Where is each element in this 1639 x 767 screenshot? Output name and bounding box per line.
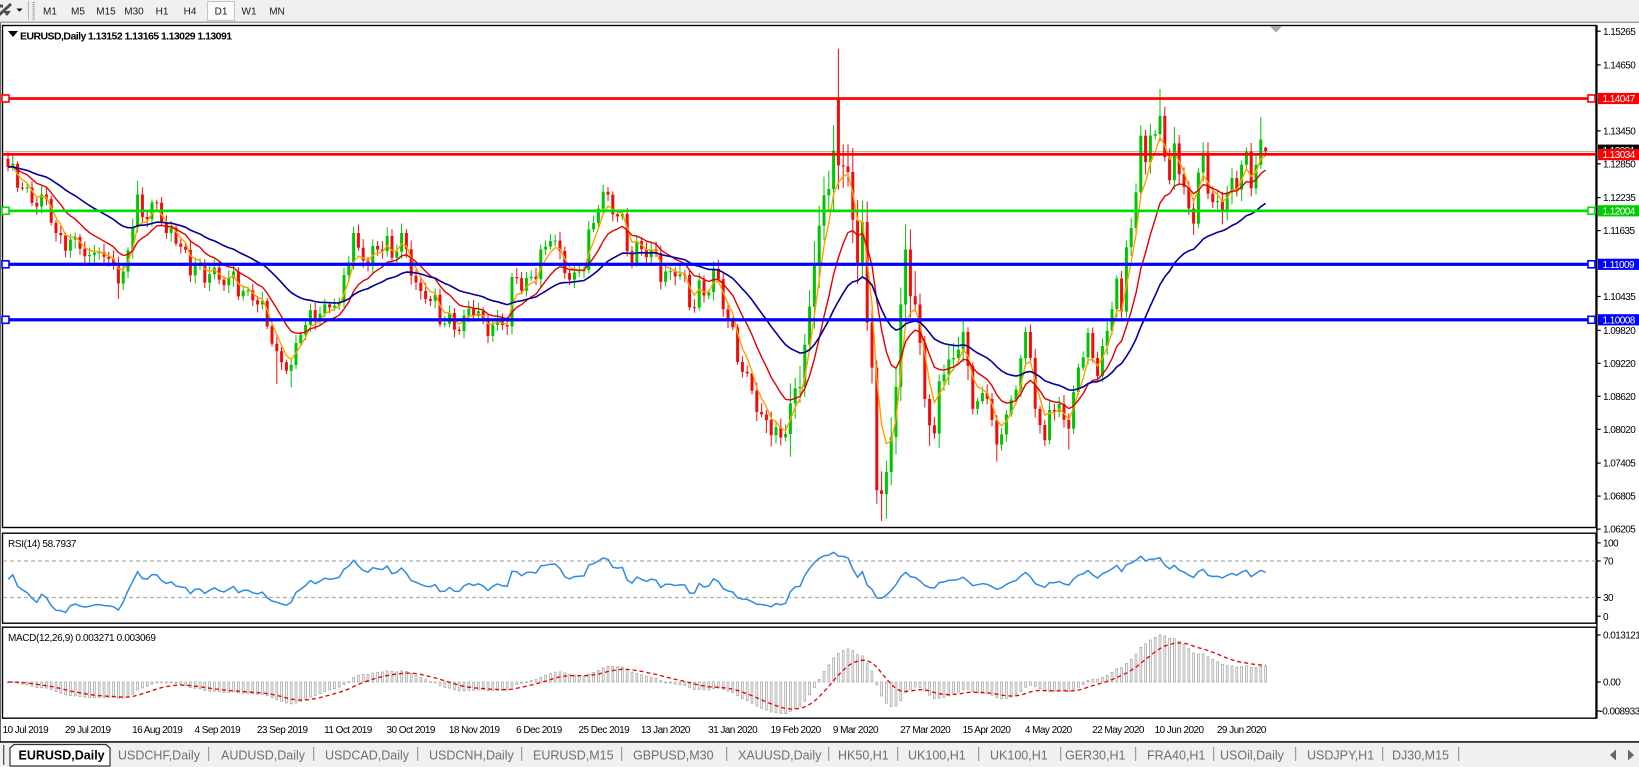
svg-text:10 Jul 2019: 10 Jul 2019 (3, 725, 50, 736)
svg-text:EURUSD,M15: EURUSD,M15 (533, 749, 614, 763)
svg-text:1.11009: 1.11009 (1603, 260, 1636, 271)
svg-text:1.08020: 1.08020 (1603, 425, 1636, 436)
svg-text:1.07405: 1.07405 (1603, 459, 1636, 470)
svg-text:15 Apr 2020: 15 Apr 2020 (963, 725, 1012, 736)
svg-text:1.09220: 1.09220 (1603, 359, 1636, 370)
svg-text:9 Mar 2020: 9 Mar 2020 (833, 725, 879, 736)
svg-text:1.13034: 1.13034 (1603, 150, 1636, 161)
svg-text:1.09820: 1.09820 (1603, 326, 1636, 337)
svg-text:18 Nov 2019: 18 Nov 2019 (449, 725, 501, 736)
svg-text:1.10008: 1.10008 (1603, 315, 1636, 326)
svg-text:EURUSD,Daily: EURUSD,Daily (19, 749, 105, 763)
svg-text:USDCHF,Daily: USDCHF,Daily (118, 749, 201, 763)
svg-text:USOil,Daily: USOil,Daily (1220, 749, 1285, 763)
svg-text:RSI(14) 58.7937: RSI(14) 58.7937 (8, 539, 77, 550)
svg-text:DJ30,M15: DJ30,M15 (1392, 749, 1449, 763)
svg-text:19 Feb 2020: 19 Feb 2020 (771, 725, 822, 736)
svg-text:1.12004: 1.12004 (1603, 206, 1636, 217)
svg-text:31 Jan 2020: 31 Jan 2020 (708, 725, 758, 736)
svg-text:1.12850: 1.12850 (1603, 159, 1636, 170)
svg-text:22 May 2020: 22 May 2020 (1092, 725, 1145, 736)
svg-text:0: 0 (1603, 612, 1609, 623)
svg-text:M5: M5 (71, 7, 85, 18)
svg-text:FRA40,H1: FRA40,H1 (1147, 749, 1205, 763)
svg-text:W1: W1 (242, 7, 257, 18)
svg-text:23 Sep 2019: 23 Sep 2019 (257, 725, 309, 736)
svg-text:1.13152 1.13165 1.13029 1.1309: 1.13152 1.13165 1.13029 1.13091 (88, 31, 232, 43)
svg-text:D1: D1 (215, 7, 228, 18)
svg-text:H1: H1 (156, 7, 169, 18)
svg-text:29 Jul 2019: 29 Jul 2019 (65, 725, 112, 736)
svg-text:1.15265: 1.15265 (1603, 27, 1636, 38)
svg-text:29 Jun 2020: 29 Jun 2020 (1217, 725, 1267, 736)
svg-text:1.06805: 1.06805 (1603, 492, 1636, 503)
svg-text:1.14650: 1.14650 (1603, 61, 1636, 72)
svg-text:HK50,H1: HK50,H1 (838, 749, 889, 763)
svg-text:30: 30 (1603, 593, 1614, 604)
svg-text:XAUUSD,Daily: XAUUSD,Daily (738, 749, 822, 763)
svg-text:1.13450: 1.13450 (1603, 126, 1636, 137)
svg-text:1.14047: 1.14047 (1603, 94, 1636, 105)
svg-text:100: 100 (1603, 538, 1619, 549)
svg-text:GBPUSD,M30: GBPUSD,M30 (633, 749, 714, 763)
svg-text:0.00: 0.00 (1603, 678, 1621, 689)
svg-text:1.11635: 1.11635 (1603, 226, 1636, 237)
svg-text:H4: H4 (184, 7, 197, 18)
svg-text:16 Aug 2019: 16 Aug 2019 (132, 725, 183, 736)
svg-text:-0.008933: -0.008933 (1600, 707, 1639, 718)
svg-text:4 Sep 2019: 4 Sep 2019 (195, 725, 242, 736)
svg-text:USDCAD,Daily: USDCAD,Daily (325, 749, 410, 763)
svg-text:13 Jan 2020: 13 Jan 2020 (641, 725, 691, 736)
svg-text:MACD(12,26,9) 0.003271 0.00306: MACD(12,26,9) 0.003271 0.003069 (8, 633, 156, 644)
svg-text:30 Oct 2019: 30 Oct 2019 (387, 725, 436, 736)
svg-text:0.013121: 0.013121 (1603, 631, 1639, 642)
svg-text:UK100,H1: UK100,H1 (908, 749, 966, 763)
svg-text:AUDUSD,Daily: AUDUSD,Daily (221, 749, 306, 763)
svg-text:EURUSD,Daily: EURUSD,Daily (20, 31, 86, 43)
svg-text:1.10435: 1.10435 (1603, 292, 1636, 303)
svg-text:M1: M1 (43, 7, 57, 18)
svg-text:4 May 2020: 4 May 2020 (1025, 725, 1073, 736)
svg-text:25 Dec 2019: 25 Dec 2019 (579, 725, 631, 736)
svg-text:27 Mar 2020: 27 Mar 2020 (900, 725, 951, 736)
svg-text:1.12235: 1.12235 (1603, 193, 1636, 204)
svg-text:USDJPY,H1: USDJPY,H1 (1307, 749, 1374, 763)
svg-text:MN: MN (269, 7, 285, 18)
svg-text:M15: M15 (96, 7, 116, 18)
svg-text:70: 70 (1603, 557, 1614, 568)
svg-text:UK100,H1: UK100,H1 (990, 749, 1048, 763)
svg-text:6 Dec 2019: 6 Dec 2019 (516, 725, 563, 736)
svg-text:11 Oct 2019: 11 Oct 2019 (324, 725, 373, 736)
svg-text:GER30,H1: GER30,H1 (1065, 749, 1125, 763)
svg-text:USDCNH,Daily: USDCNH,Daily (429, 749, 514, 763)
svg-text:M30: M30 (124, 7, 144, 18)
svg-text:1.06205: 1.06205 (1603, 525, 1636, 536)
svg-text:10 Jun 2020: 10 Jun 2020 (1155, 725, 1205, 736)
svg-text:1.08620: 1.08620 (1603, 392, 1636, 403)
